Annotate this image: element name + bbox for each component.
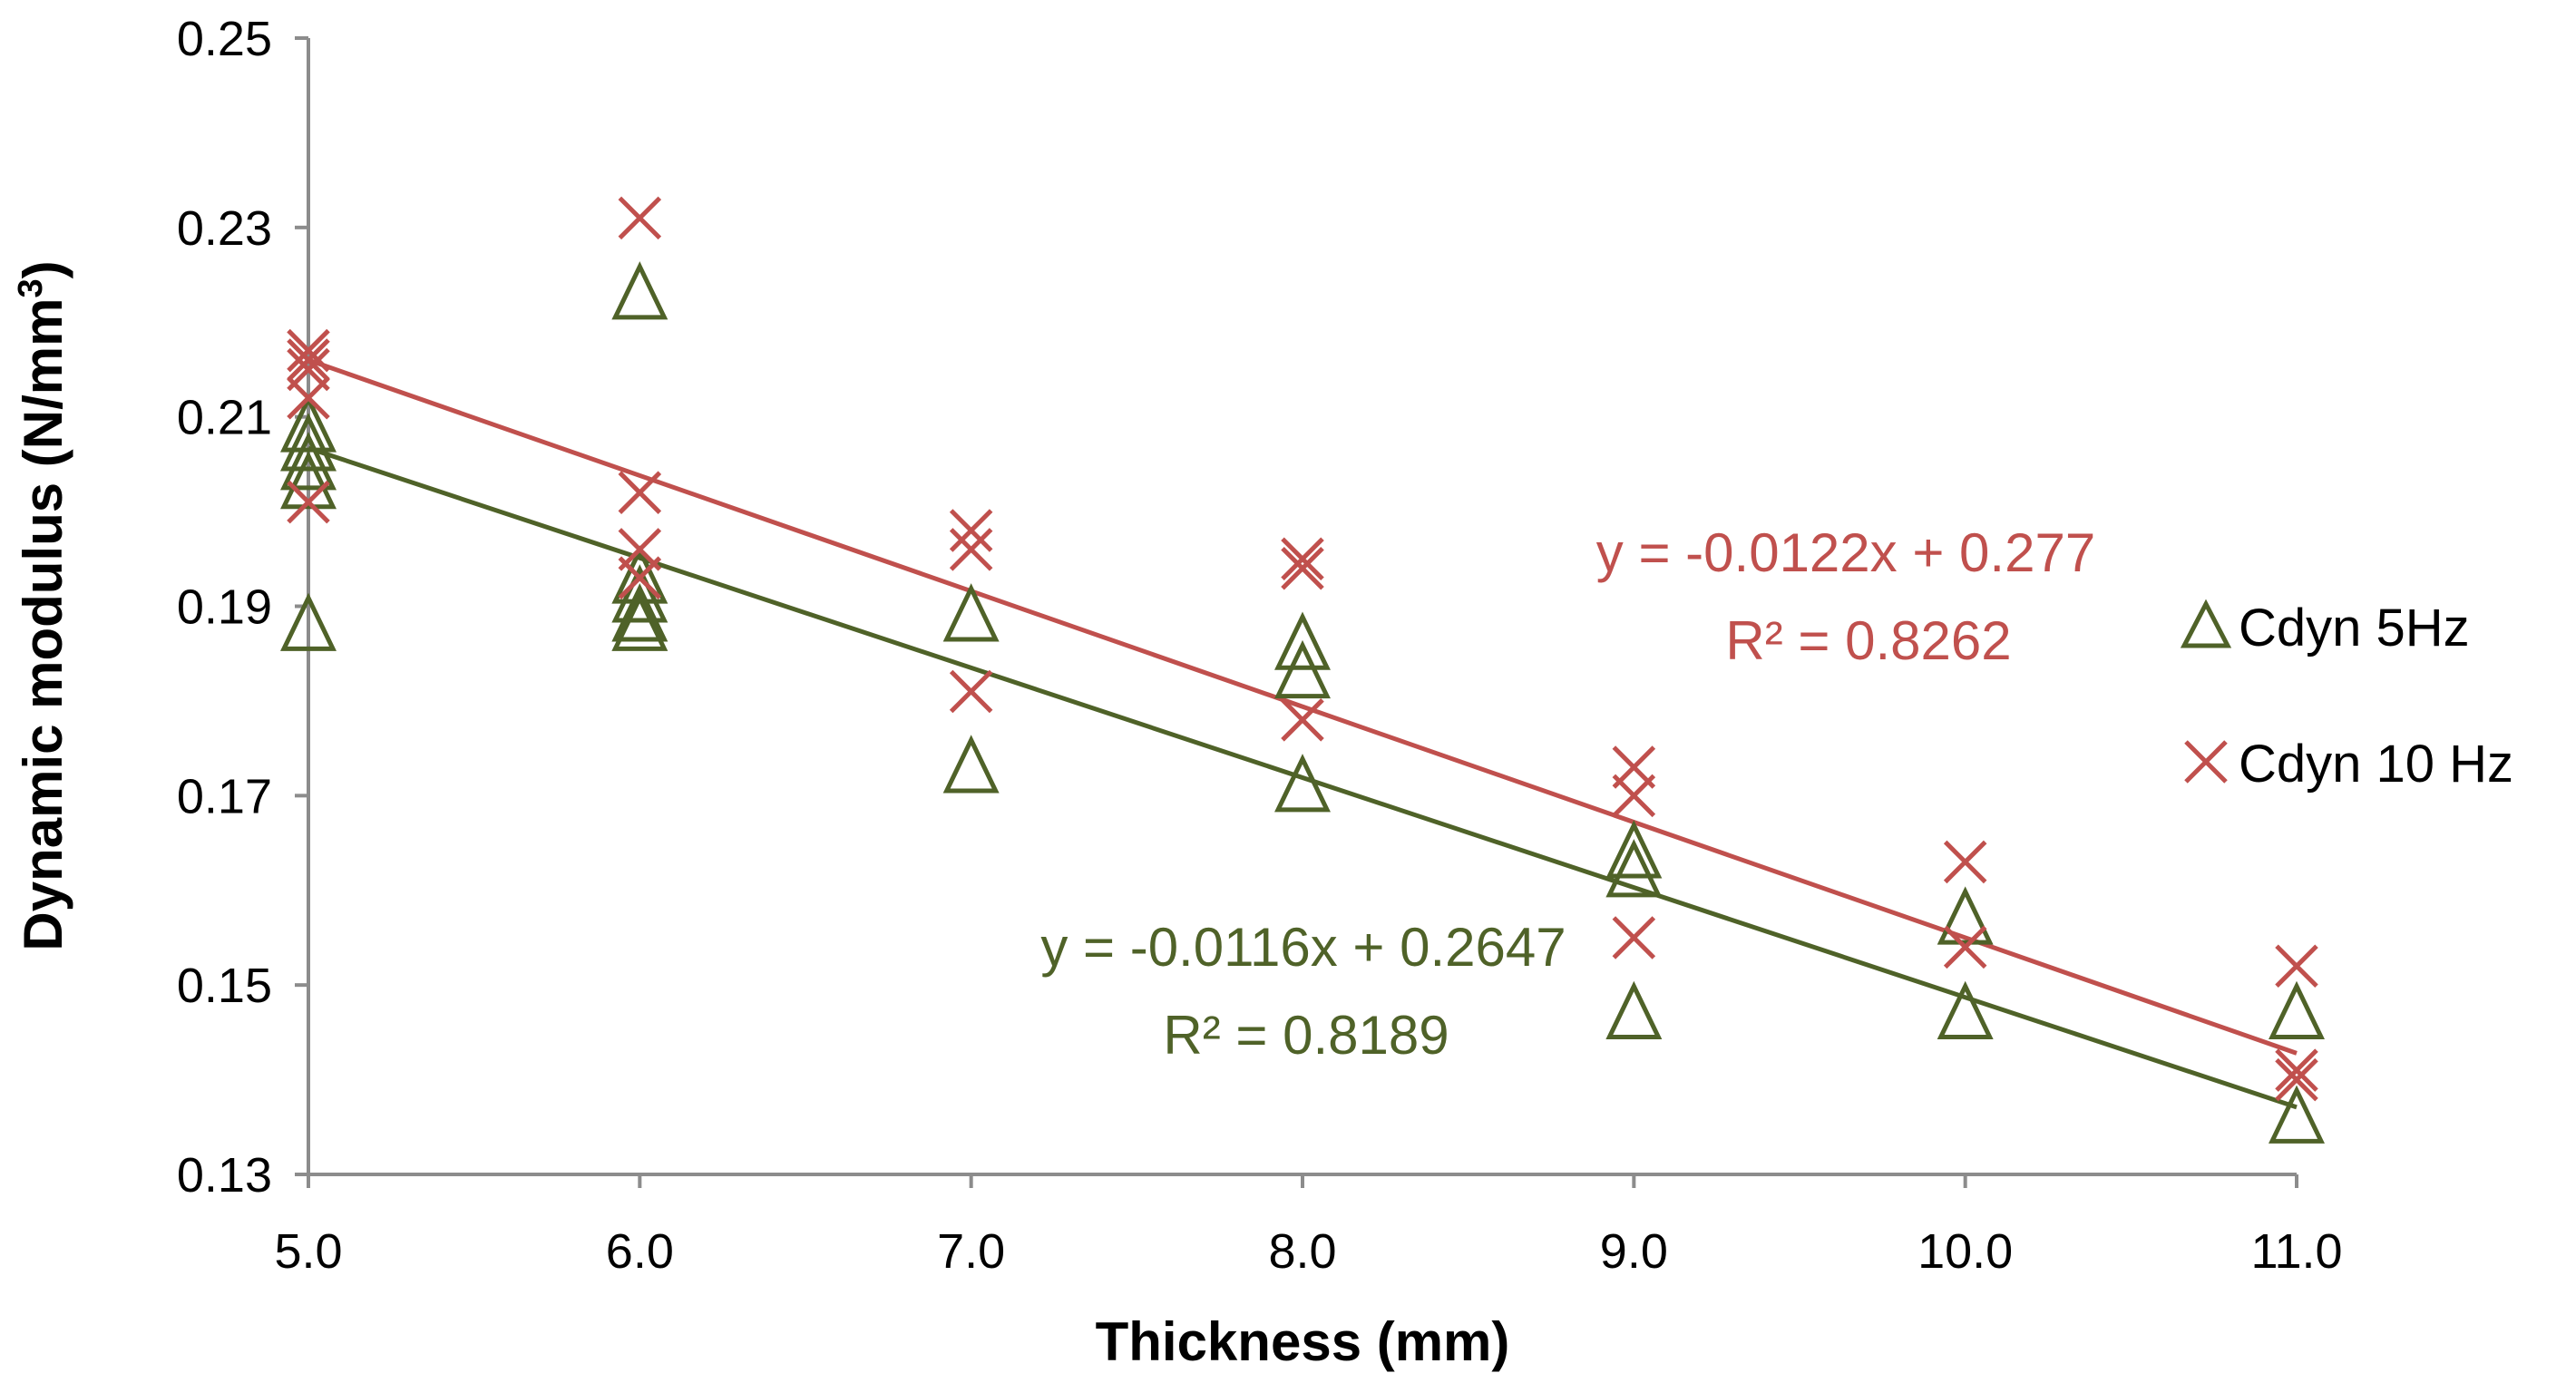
data-point-5hz (2269, 980, 2325, 1039)
legend-item-10hz: Cdyn 10 Hz (2184, 735, 2513, 794)
data-point-10hz (618, 556, 662, 599)
x-tick-label: 7.0 (937, 1224, 1005, 1279)
y-axis-title-main: Dynamic modulus (N/mm (13, 298, 73, 951)
y-tick-label: 0.17 (177, 769, 272, 823)
x-axis-title: Thickness (mm) (1096, 1311, 1510, 1372)
annotation-5hz-r2: R² = 0.8189 (1163, 1005, 1449, 1066)
y-tick-label: 0.25 (177, 12, 272, 66)
data-point-10hz (287, 376, 330, 420)
y-tick-label: 0.21 (177, 391, 272, 445)
data-point-5hz (1274, 611, 1331, 670)
data-point-10hz (1281, 537, 1324, 581)
trendline-5hz (307, 445, 2298, 1110)
data-point-10hz (1612, 916, 1656, 959)
annotation-10hz-equation: y = -0.0122x + 0.277 (1596, 522, 2095, 583)
y-axis-title: Dynamic modulus (N/mm3) (12, 260, 73, 950)
data-point-5hz (611, 261, 668, 320)
data-point-5hz (280, 413, 337, 472)
data-point-10hz (1281, 546, 1324, 590)
data-point-5hz (942, 583, 1000, 642)
data-point-5hz (611, 592, 668, 651)
data-point-10hz (1943, 925, 1987, 969)
annotation-10hz-r2: R² = 0.8262 (1725, 610, 2011, 671)
data-point-5hz (1274, 639, 1331, 699)
legend-triangle-marker-icon (2180, 599, 2232, 648)
data-point-10hz (287, 328, 330, 373)
y-tick-label: 0.19 (177, 580, 272, 635)
data-point-10hz (2275, 944, 2318, 989)
data-point-10hz (287, 480, 330, 524)
data-point-10hz (949, 669, 993, 714)
data-point-5hz (1605, 839, 1663, 898)
trendlines (307, 357, 2298, 1110)
data-point-10hz (287, 338, 330, 382)
y-tick-label: 0.23 (177, 201, 272, 256)
data-point-10hz (1281, 698, 1324, 742)
x-tick-label: 6.0 (606, 1224, 674, 1279)
data-point-5hz (611, 564, 668, 623)
data-point-5hz (942, 735, 1000, 794)
x-ticks: 5.0 6.0 7.0 8.0 9.0 10.0 11.0 (274, 1174, 2343, 1279)
data-point-5hz (1937, 886, 1994, 945)
data-point-5hz (280, 451, 337, 510)
y-axis-title-end: ) (13, 260, 73, 278)
data-point-10hz (949, 509, 993, 552)
legend-label-5hz: Cdyn 5Hz (2239, 599, 2470, 657)
data-point-10hz (2275, 1048, 2318, 1092)
data-point-5hz (1937, 980, 1994, 1039)
data-point-10hz (1943, 840, 1987, 884)
data-point-10hz (618, 196, 662, 240)
y-tick-label: 0.13 (177, 1148, 272, 1203)
y-tick-label: 0.15 (177, 959, 272, 1013)
data-point-5hz (1274, 754, 1331, 813)
markers (280, 196, 2325, 1144)
x-tick-label: 11.0 (2250, 1224, 2342, 1279)
x-tick-label: 10.0 (1917, 1224, 2013, 1279)
x-tick-label: 5.0 (274, 1224, 342, 1279)
x-tick-label: 9.0 (1600, 1224, 1668, 1279)
data-point-10hz (949, 528, 993, 571)
x-tick-label: 8.0 (1268, 1224, 1336, 1279)
data-point-5hz (280, 432, 337, 491)
y-axis-title-sup: 3 (12, 278, 50, 297)
data-point-5hz (280, 394, 337, 453)
annotation-5hz-equation: y = -0.0116x + 0.2647 (1040, 917, 1566, 978)
legend-label-10hz: Cdyn 10 Hz (2239, 735, 2513, 794)
data-point-5hz (1605, 820, 1663, 879)
legend-item-5hz: Cdyn 5Hz (2180, 599, 2470, 657)
trendline-10hz (307, 357, 2298, 1056)
data-point-10hz (1612, 774, 1656, 818)
data-point-10hz (2275, 1057, 2318, 1102)
data-point-5hz (2269, 1085, 2325, 1144)
data-point-10hz (618, 471, 662, 514)
data-point-5hz (611, 583, 668, 642)
legend: Cdyn 5Hz Cdyn 10 Hz (2180, 599, 2513, 794)
data-point-5hz (280, 592, 337, 651)
data-point-5hz (1605, 980, 1663, 1039)
legend-x-marker-icon (2184, 740, 2228, 784)
y-ticks: 0.13 0.15 0.17 0.19 0.21 0.23 0.25 (177, 12, 308, 1203)
